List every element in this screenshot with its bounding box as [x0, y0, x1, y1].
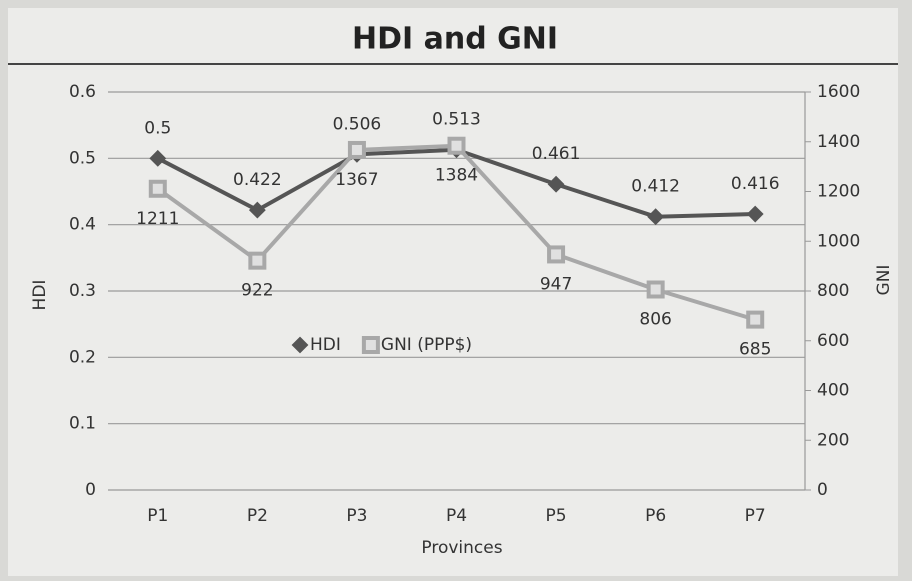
data-label: 947: [540, 274, 572, 294]
x-tick-label: P4: [446, 506, 467, 526]
y-tick-label: 0: [85, 480, 96, 500]
y-tick-label: 0.6: [69, 82, 96, 102]
y-tick-label: 0.3: [69, 281, 96, 301]
data-label: 0.422: [233, 170, 282, 190]
legend-label: GNI (PPP$): [381, 335, 472, 355]
data-point: [647, 208, 665, 226]
chart-title: HDI and GNI: [352, 22, 558, 57]
y2-tick-label: 600: [817, 331, 849, 351]
data-point: [547, 245, 566, 264]
y-tick-label: 0.2: [69, 347, 96, 367]
data-point: [447, 136, 466, 155]
y2-tick-label: 400: [817, 381, 849, 401]
data-label: 922: [241, 281, 273, 301]
data-label: 0.506: [333, 114, 382, 134]
x-tick-label: P7: [745, 506, 766, 526]
y2-tick-label: 1000: [817, 231, 860, 251]
data-point: [646, 280, 665, 299]
y2-tick-label: 1400: [817, 132, 860, 152]
y-tick-label: 0.5: [69, 148, 96, 168]
y2-tick-label: 1200: [817, 182, 860, 202]
y2-tick-label: 800: [817, 281, 849, 301]
data-label: 685: [739, 340, 771, 360]
legend-label: HDI: [310, 335, 341, 355]
legend-marker: [291, 336, 309, 354]
data-point: [547, 175, 565, 193]
data-label: 0.412: [631, 177, 680, 197]
data-label: 1367: [335, 170, 378, 190]
y2-tick-label: 1600: [817, 82, 860, 102]
data-point: [746, 310, 765, 329]
x-tick-label: P3: [346, 506, 367, 526]
y-tick-label: 0.1: [69, 414, 96, 434]
data-point: [149, 149, 167, 167]
x-tick-label: P6: [645, 506, 666, 526]
data-label: 1211: [136, 209, 179, 229]
data-point: [148, 179, 167, 198]
data-point: [347, 140, 366, 159]
x-tick-label: P2: [247, 506, 268, 526]
legend-marker: [361, 336, 380, 354]
data-label: 0.416: [731, 174, 780, 194]
y2-axis-label: GNI: [874, 265, 894, 296]
y-axis-label: HDI: [30, 280, 50, 311]
y2-tick-label: 0: [817, 480, 828, 500]
data-label: 0.5: [144, 118, 171, 138]
data-label: 0.461: [532, 144, 581, 164]
x-tick-label: P5: [546, 506, 567, 526]
chart-background: [8, 8, 898, 576]
data-label: 806: [639, 310, 671, 330]
x-axis-label: Provinces: [421, 538, 502, 558]
x-tick-label: P1: [147, 506, 168, 526]
data-label: 1384: [435, 166, 478, 186]
data-label: 0.513: [432, 110, 481, 130]
y-tick-label: 0.4: [69, 215, 96, 235]
data-point: [746, 205, 764, 223]
data-point: [248, 201, 266, 219]
data-point: [248, 251, 267, 270]
y2-tick-label: 200: [817, 430, 849, 450]
